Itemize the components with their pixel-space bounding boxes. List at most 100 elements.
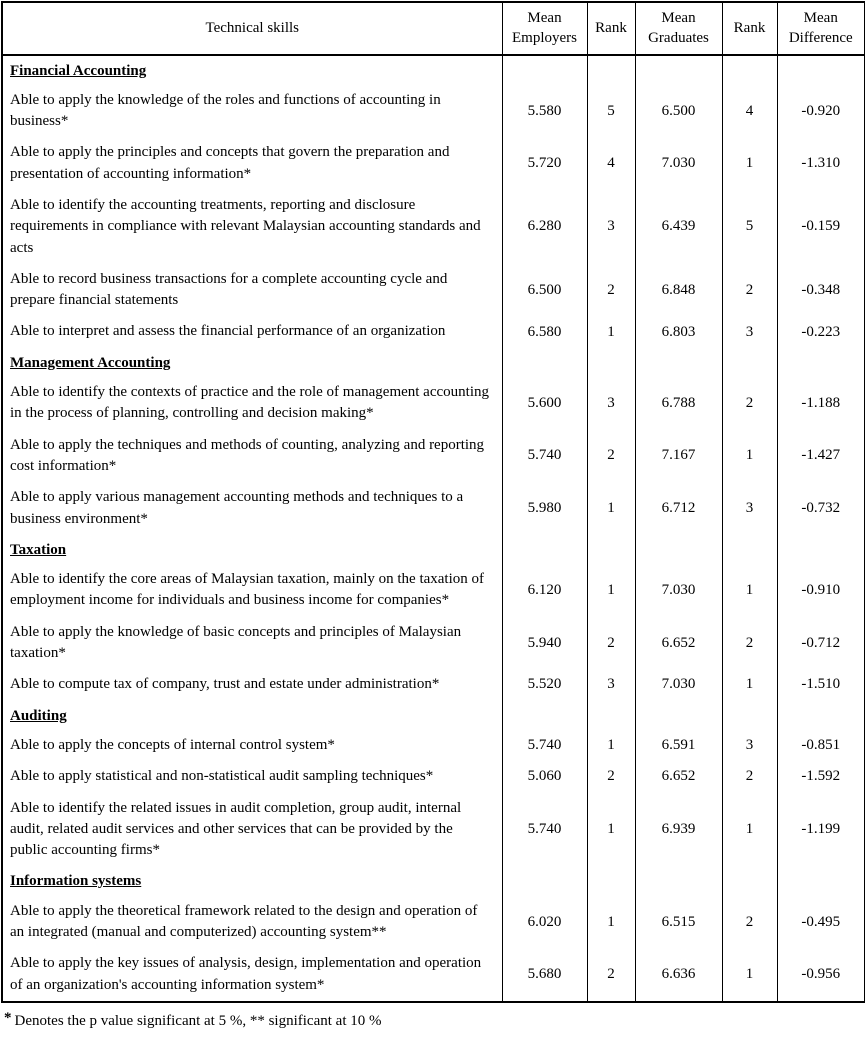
skill-row: Able to identify the accounting treatmen…: [1, 189, 865, 264]
empty-cell: [721, 700, 778, 730]
empty-cell: [501, 347, 588, 378]
section-title-cell: Management Accounting: [1, 347, 503, 378]
skill-row: Able to record business transactions for…: [1, 263, 865, 317]
skill-description-cell: Able to record business transactions for…: [1, 263, 503, 317]
mean-difference-cell: -1.427: [776, 429, 865, 483]
mean-employers-cell: 5.740: [501, 729, 588, 762]
rank-employers-cell: 3: [586, 377, 636, 430]
empty-cell: [501, 700, 588, 730]
mean-graduates-cell: 6.515: [634, 895, 723, 949]
rank-graduates-cell: 1: [721, 792, 778, 867]
skill-row: Able to identify the related issues in a…: [1, 792, 865, 867]
skill-description-cell: Able to apply the theoretical framework …: [1, 895, 503, 949]
rank-employers-cell: 2: [586, 263, 636, 317]
mean-graduates-cell: 7.030: [634, 669, 723, 701]
mean-difference-cell: -1.592: [776, 761, 865, 793]
rank-employers-cell: 1: [586, 895, 636, 949]
mean-graduates-cell: 6.636: [634, 948, 723, 1002]
mean-difference-cell: -0.851: [776, 729, 865, 762]
empty-cell: [634, 700, 723, 730]
col-header-mean-employers: Mean Employers: [501, 2, 588, 56]
mean-employers-cell: 6.020: [501, 895, 588, 949]
empty-cell: [586, 347, 636, 378]
skill-row: Able to identify the contexts of practic…: [1, 377, 865, 430]
skill-description-cell: Able to interpret and assess the financi…: [1, 316, 503, 348]
mean-employers-cell: 5.680: [501, 948, 588, 1002]
rank-graduates-cell: 1: [721, 137, 778, 190]
skill-description-cell: Able to identify the core areas of Malay…: [1, 564, 503, 617]
section-title: Auditing: [10, 707, 67, 724]
section-title-cell: Taxation: [1, 534, 503, 565]
skill-description-cell: Able to apply the knowledge of basic con…: [1, 616, 503, 670]
mean-employers-cell: 6.580: [501, 316, 588, 348]
section-row: Taxation: [1, 534, 865, 565]
empty-cell: [634, 54, 723, 85]
rank-graduates-cell: 1: [721, 948, 778, 1002]
mean-employers-cell: 6.120: [501, 564, 588, 617]
empty-cell: [721, 534, 778, 565]
rank-employers-cell: 1: [586, 729, 636, 762]
skill-description-cell: Able to compute tax of company, trust an…: [1, 669, 503, 701]
significance-footnote: * Denotes the p value significant at 5 %,…: [4, 1010, 864, 1037]
empty-cell: [776, 54, 865, 85]
rank-graduates-cell: 3: [721, 316, 778, 348]
skill-row: Able to interpret and assess the financi…: [1, 316, 865, 348]
mean-difference-cell: -0.956: [776, 948, 865, 1002]
mean-difference-cell: -0.159: [776, 189, 865, 264]
mean-employers-cell: 5.740: [501, 792, 588, 867]
rank-employers-cell: 1: [586, 792, 636, 867]
skill-row: Able to apply the techniques and methods…: [1, 429, 865, 483]
rank-employers-cell: 1: [586, 564, 636, 617]
section-row: Management Accounting: [1, 347, 865, 378]
mean-employers-cell: 5.060: [501, 761, 588, 793]
empty-cell: [501, 534, 588, 565]
rank-employers-cell: 4: [586, 137, 636, 190]
mean-graduates-cell: 6.712: [634, 482, 723, 535]
col-header-rank-employers: Rank: [586, 2, 636, 56]
section-row: Information systems: [1, 866, 865, 896]
skill-description-cell: Able to identify the related issues in a…: [1, 792, 503, 867]
skill-description-cell: Able to identify the accounting treatmen…: [1, 189, 503, 264]
skill-row: Able to apply the principles and concept…: [1, 137, 865, 190]
mean-graduates-cell: 7.030: [634, 564, 723, 617]
rank-employers-cell: 3: [586, 669, 636, 701]
mean-difference-cell: -0.732: [776, 482, 865, 535]
skill-row: Able to apply the key issues of analysis…: [1, 948, 865, 1002]
header-row: Technical skills Mean Employers Rank Mea…: [1, 2, 865, 56]
technical-skills-table: Technical skills Mean Employers Rank Mea…: [1, 1, 865, 1003]
skill-description-cell: Able to apply the techniques and methods…: [1, 429, 503, 483]
mean-graduates-cell: 6.848: [634, 263, 723, 317]
mean-graduates-cell: 6.591: [634, 729, 723, 762]
mean-difference-cell: -0.910: [776, 564, 865, 617]
skill-description-cell: Able to apply the knowledge of the roles…: [1, 84, 503, 138]
mean-graduates-cell: 6.788: [634, 377, 723, 430]
skill-row: Able to apply the knowledge of basic con…: [1, 616, 865, 670]
section-title-cell: Auditing: [1, 700, 503, 730]
section-title-cell: Information systems: [1, 866, 503, 896]
rank-graduates-cell: 3: [721, 729, 778, 762]
mean-employers-cell: 5.600: [501, 377, 588, 430]
skill-row: Able to identify the core areas of Malay…: [1, 564, 865, 617]
rank-graduates-cell: 5: [721, 189, 778, 264]
empty-cell: [501, 54, 588, 85]
section-row: Financial Accounting: [1, 54, 865, 85]
col-header-technical-skills: Technical skills: [1, 2, 503, 56]
mean-employers-cell: 5.940: [501, 616, 588, 670]
skill-row: Able to compute tax of company, trust an…: [1, 669, 865, 701]
skill-description-cell: Able to identify the contexts of practic…: [1, 377, 503, 430]
mean-graduates-cell: 6.939: [634, 792, 723, 867]
mean-employers-cell: 5.720: [501, 137, 588, 190]
skill-description-cell: Able to apply various management account…: [1, 482, 503, 535]
table-body: Financial Accounting Able to apply the kn…: [1, 54, 865, 1002]
mean-difference-cell: -0.920: [776, 84, 865, 138]
empty-cell: [776, 700, 865, 730]
empty-cell: [501, 866, 588, 896]
empty-cell: [586, 866, 636, 896]
rank-graduates-cell: 3: [721, 482, 778, 535]
mean-difference-cell: -0.348: [776, 263, 865, 317]
empty-cell: [776, 866, 865, 896]
mean-employers-cell: 6.500: [501, 263, 588, 317]
mean-graduates-cell: 6.803: [634, 316, 723, 348]
mean-employers-cell: 6.280: [501, 189, 588, 264]
